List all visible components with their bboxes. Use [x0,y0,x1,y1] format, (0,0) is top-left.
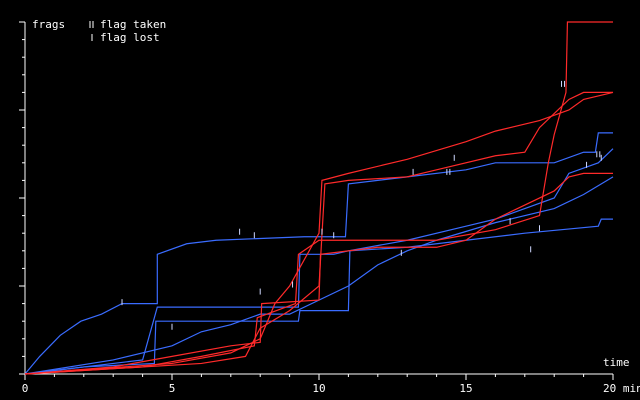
series-line [24,218,613,375]
series-line [24,91,614,375]
legend-label: flag taken [100,18,166,31]
x-tick-label: 15 [459,382,472,395]
series-line [24,91,613,375]
x-label: time [603,356,630,369]
series-line [24,172,613,375]
series-line [24,132,613,375]
x-tick-label: 0 [22,382,29,395]
y-label: frags [32,18,65,31]
x-tick-label: 5 [169,382,176,395]
x-tick-label: 10 [312,382,325,395]
series-line [24,176,614,375]
series-line [24,21,613,375]
series-line [24,148,614,375]
legend-label: flag lost [100,31,160,44]
x-tick-label: 20 min [603,382,640,395]
